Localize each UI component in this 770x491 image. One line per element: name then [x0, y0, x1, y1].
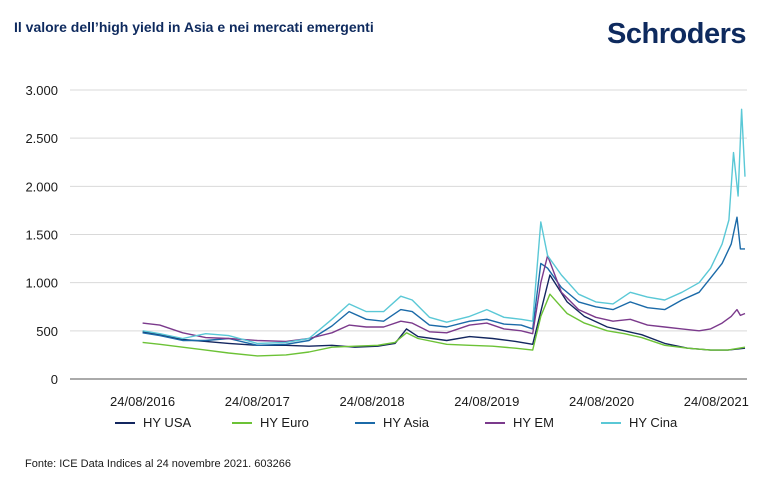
- y-tick-label: 3.000: [25, 83, 58, 98]
- x-tick-label: 24/08/2016: [110, 394, 175, 409]
- axis-layer: 0 500 1.000 1.500 2.000 2.500 3.000 24/08/2016 2…: [25, 83, 748, 409]
- series-layer: [142, 108, 746, 357]
- series-line-hy-em: [142, 254, 746, 343]
- legend-label: HY EM: [513, 415, 554, 430]
- legend-swatch: [485, 421, 505, 424]
- y-tick-label: 2.500: [25, 131, 58, 146]
- series-line-hy-asia: [142, 216, 745, 346]
- schroders-logo: Schroders: [607, 18, 746, 50]
- legend-label: HY USA: [143, 415, 192, 430]
- y-tick-label: 1.500: [25, 228, 58, 243]
- legend-item-hy-asia: HY Asia: [355, 415, 429, 430]
- legend-item-hy-cina: HY Cina: [601, 415, 677, 430]
- y-tick-label: 2.000: [25, 179, 58, 194]
- legend-item-hy-usa: HY USA: [115, 415, 191, 430]
- y-tick-label: 1.000: [25, 276, 58, 291]
- legend-item-hy-euro: HY Euro: [232, 415, 309, 430]
- source-note: Fonte: ICE Data Indices al 24 novembre 2…: [25, 458, 292, 470]
- x-tick-label: 24/08/2019: [454, 394, 519, 409]
- line-chart: 0 500 1.000 1.500 2.000 2.500 3.000 24/08/2016 2…: [25, 83, 748, 409]
- series-line-hy-cina: [142, 108, 746, 345]
- legend-swatch: [232, 421, 252, 424]
- legend-label: HY Asia: [383, 415, 430, 430]
- legend-item-hy-em: HY EM: [485, 415, 554, 430]
- x-tick-label: 24/08/2020: [569, 394, 634, 409]
- legend-label: HY Cina: [629, 415, 678, 430]
- x-tick-label: 24/08/2018: [340, 394, 405, 409]
- legend-label: HY Euro: [260, 415, 309, 430]
- y-tick-label: 500: [36, 324, 58, 339]
- x-tick-label: 24/08/2017: [225, 394, 290, 409]
- legend: HY USA HY Euro HY Asia HY EM HY Cina: [0, 415, 770, 435]
- legend-swatch: [601, 421, 621, 424]
- legend-swatch: [355, 421, 375, 424]
- x-tick-label: 24/08/2021: [684, 394, 749, 409]
- series-line-hy-euro: [142, 293, 746, 357]
- chart-title: Il valore dell’high yield in Asia e nei …: [14, 19, 374, 35]
- y-tick-label: 0: [51, 372, 58, 387]
- legend-swatch: [115, 421, 135, 424]
